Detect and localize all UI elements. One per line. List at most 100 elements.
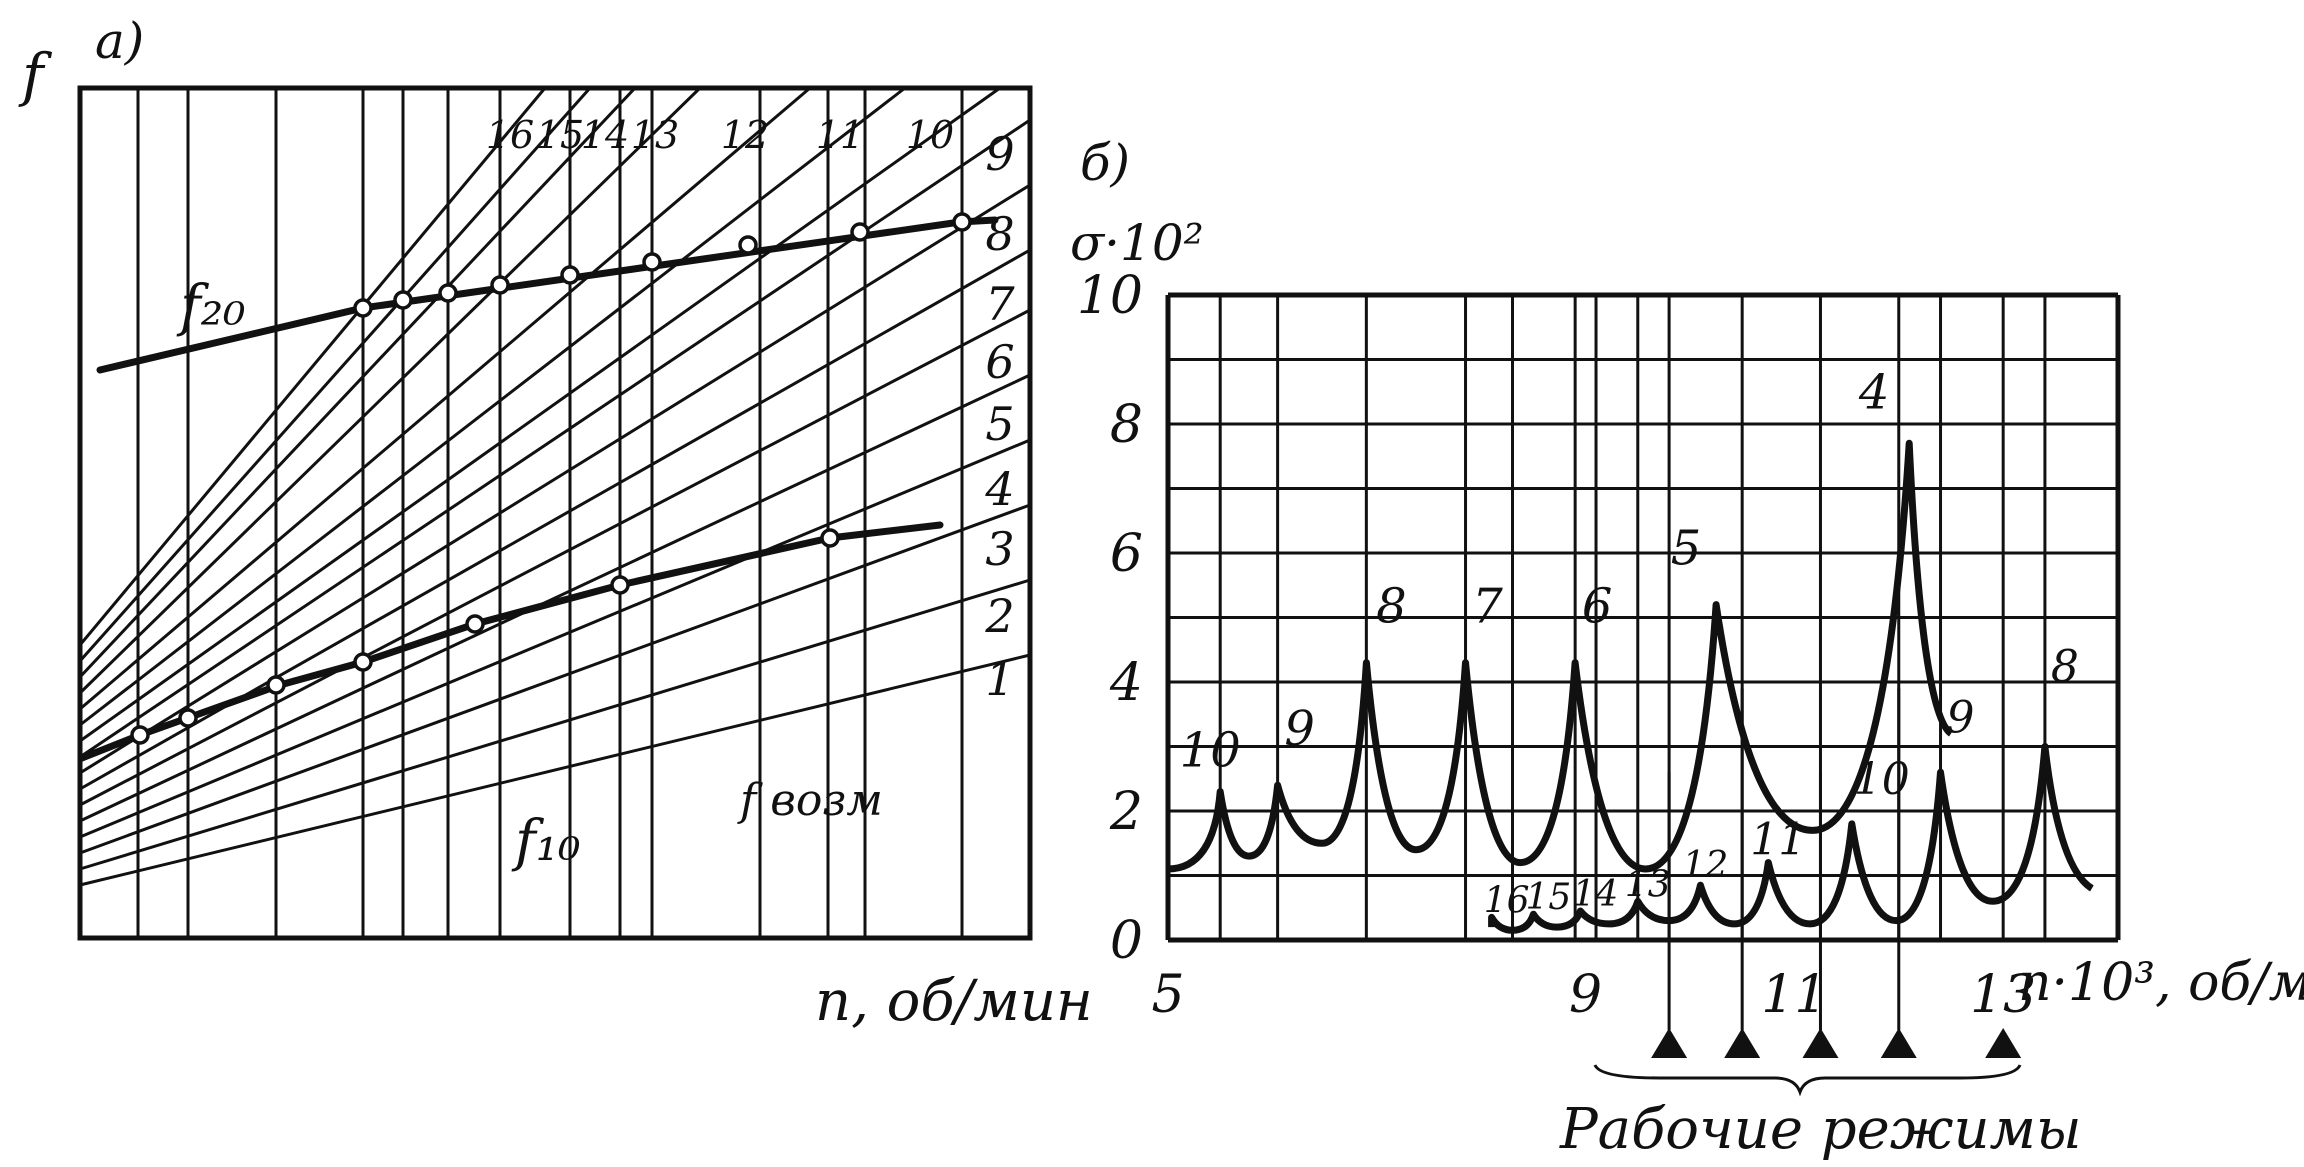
- panel-b-x-axis-label: n·10³, об/мин: [2018, 953, 2304, 1013]
- excitation-line-number: 12: [721, 113, 769, 157]
- peak-label-lower: 10: [1854, 754, 1910, 805]
- resonance-point: [820, 528, 840, 548]
- excitation-line-number: 4: [984, 462, 1014, 516]
- excitation-line-number: 7: [985, 277, 1015, 331]
- panel-a-y-axis-label: f: [18, 41, 53, 109]
- resonance-point: [266, 675, 286, 695]
- response-curve-upper: [1167, 439, 1954, 873]
- frequency-curve-f20: [96, 216, 999, 374]
- excitation-line-number: 5: [985, 397, 1014, 451]
- resonance-verticals: [136, 88, 964, 938]
- panel-a-frame: [77, 85, 1033, 941]
- excitation-line-15: [78, 87, 592, 662]
- excitation-line-number: 3: [985, 522, 1014, 576]
- excitation-lines: [78, 86, 1031, 887]
- y-tick-label: 4: [1109, 653, 1143, 713]
- resonance-point: [178, 708, 198, 728]
- x-tick-label: 13: [1970, 965, 2036, 1025]
- y-tick-label: 10: [1077, 266, 1143, 326]
- excitation-line-number: 14: [581, 113, 629, 157]
- panel-b-label: б): [1080, 134, 1130, 192]
- excitation-line-number: 9: [985, 127, 1014, 181]
- peak-label-upper: 4: [1858, 364, 1890, 420]
- peak-label-lower: 16: [1484, 880, 1530, 921]
- y-tick-label: 8: [1110, 395, 1143, 455]
- resonance-point: [353, 652, 373, 672]
- x-tick-label: 9: [1569, 965, 1602, 1025]
- panel-a-label: а): [95, 12, 144, 70]
- excitation-line-12: [79, 86, 811, 711]
- peak-label-upper: 5: [1671, 521, 1702, 577]
- excitation-line-16: [78, 87, 547, 646]
- response-curve-lower: [1488, 743, 2094, 934]
- excitation-line-1: [79, 653, 1031, 887]
- resonance-point: [560, 265, 580, 285]
- peak-label-lower: 15: [1525, 877, 1571, 918]
- excitation-line-14: [78, 86, 637, 679]
- resonance-point: [642, 252, 662, 272]
- excitation-line-6: [79, 308, 1031, 807]
- excitation-line-number: 1: [985, 652, 1014, 706]
- resonance-point: [850, 222, 870, 242]
- resonance-point: [353, 298, 373, 318]
- excitation-line-number: 13: [631, 113, 679, 157]
- peak-label-upper: 8: [1376, 579, 1407, 635]
- y-tick-label: 2: [1109, 782, 1143, 842]
- resonance-point: [738, 235, 758, 255]
- excitation-line-4: [79, 438, 1031, 839]
- operating-mode-marker: [1651, 1028, 1688, 1058]
- frequency-curve-f10: [78, 521, 944, 762]
- peak-label-lower: 13: [1625, 864, 1671, 905]
- resonance-point: [393, 290, 413, 310]
- excitation-line-number: 10: [906, 113, 954, 157]
- curve-f20-label: f₂₀: [176, 274, 246, 339]
- y-tick-labels: 0 2 4 6 8 10: [1077, 266, 1143, 971]
- peak-label-lower: 8: [2051, 642, 2079, 693]
- peak-label-upper: 7: [1472, 579, 1503, 635]
- peak-label-upper: 6: [1582, 579, 1613, 635]
- resonance-points: [130, 212, 972, 745]
- peak-label-upper: 9: [1284, 701, 1315, 757]
- excitation-line-number: 16: [486, 113, 534, 157]
- operating-modes-brace: [1593, 1064, 2022, 1097]
- operating-mode-marker: [1880, 1028, 1917, 1058]
- excitation-line-number: 6: [985, 335, 1014, 389]
- excitation-line-number: 2: [984, 589, 1014, 643]
- peak-label-lower: 12: [1683, 845, 1729, 886]
- excitation-frequency-label: f возм: [737, 775, 883, 826]
- curve-f10-label: f₁₀: [511, 809, 581, 874]
- peak-label-upper: 10: [1180, 723, 1241, 779]
- peak-label-lower: 11: [1750, 815, 1806, 866]
- excitation-line-number: 8: [985, 207, 1014, 261]
- excitation-line-9: [79, 118, 1031, 759]
- peak-label-lower: 14: [1572, 874, 1618, 915]
- resonance-point: [952, 212, 972, 232]
- excitation-line-2: [79, 578, 1031, 871]
- resonance-point: [610, 575, 630, 595]
- x-tick-labels: 5 9 11 13: [1151, 965, 2036, 1025]
- operating-mode-marker: [1724, 1028, 1761, 1058]
- resonance-point: [130, 725, 150, 745]
- operating-mode-marker: [1985, 1028, 2022, 1058]
- x-tick-label: 5: [1151, 965, 1184, 1025]
- excitation-line-11: [79, 86, 906, 727]
- panel-b-y-axis-label: σ·10²: [1070, 214, 1204, 272]
- peak-label-lower: 9: [1947, 692, 1975, 743]
- panel-a-x-axis-label: n, об/мин: [815, 969, 1093, 1034]
- y-tick-label: 6: [1110, 524, 1143, 584]
- excitation-line-number: 15: [536, 113, 584, 157]
- resonance-point: [465, 614, 485, 634]
- excitation-line-5: [79, 373, 1031, 823]
- y-tick-label: 0: [1110, 911, 1143, 971]
- excitation-line-10: [79, 86, 1001, 743]
- x-tick-label: 11: [1761, 965, 1827, 1025]
- excitation-line-number: 11: [816, 113, 864, 157]
- excitation-line-3: [79, 503, 1031, 855]
- operating-mode-markers: [1651, 688, 2022, 1058]
- resonance-point: [438, 283, 458, 303]
